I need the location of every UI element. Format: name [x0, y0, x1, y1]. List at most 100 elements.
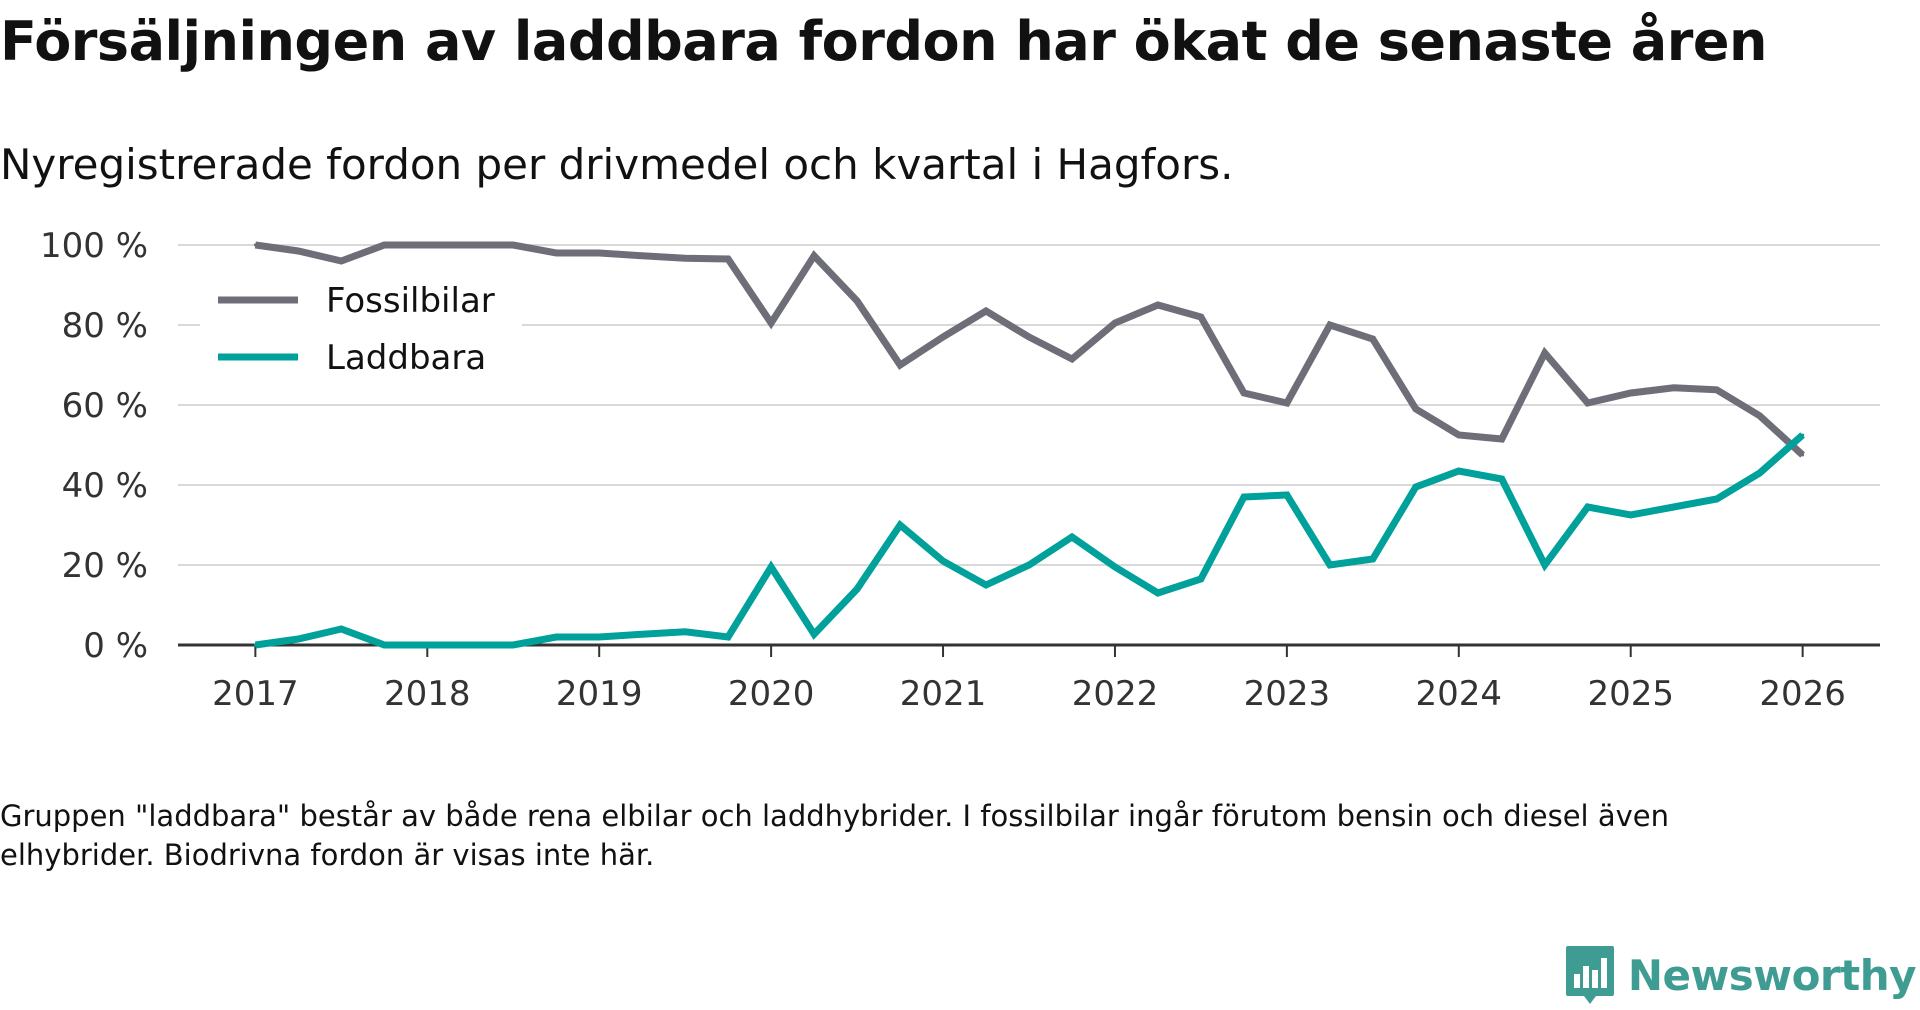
data-point-laddbara [597, 635, 601, 639]
data-point-fossilbilar [1113, 321, 1117, 325]
data-point-fossilbilar [1285, 401, 1289, 405]
logo-text: Newsworthy [1627, 950, 1917, 1000]
y-tick-label: 100 % [40, 226, 148, 266]
data-point-laddbara [1414, 485, 1418, 489]
data-point-laddbara [425, 643, 429, 647]
data-point-laddbara [296, 637, 300, 641]
data-point-laddbara [726, 635, 730, 639]
data-point-fossilbilar [382, 243, 386, 247]
data-point-laddbara [1586, 505, 1590, 509]
x-tick-label: 2025 [1587, 674, 1674, 714]
data-point-fossilbilar [1027, 335, 1031, 339]
data-point-laddbara [1672, 505, 1676, 509]
data-point-fossilbilar [468, 243, 472, 247]
data-point-fossilbilar [597, 251, 601, 255]
data-point-laddbara [511, 643, 515, 647]
data-point-laddbara [1113, 565, 1117, 569]
data-point-laddbara [1758, 471, 1762, 475]
data-point-fossilbilar [253, 243, 257, 247]
data-point-laddbara [1457, 469, 1461, 473]
data-point-laddbara [1328, 563, 1332, 567]
chart-footnote: Gruppen "laddbara" består av både rena e… [0, 799, 1669, 872]
data-point-laddbara [468, 643, 472, 647]
data-point-laddbara [253, 643, 257, 647]
data-point-fossilbilar [1801, 453, 1805, 457]
data-point-laddbara [1801, 433, 1805, 437]
x-tick-label: 2019 [556, 674, 643, 714]
data-point-fossilbilar [296, 249, 300, 253]
y-tick-label: 0 % [83, 626, 148, 666]
data-point-laddbara [1199, 577, 1203, 581]
data-point-fossilbilar [339, 259, 343, 263]
newsworthy-logo[interactable]: Newsworthy [1564, 940, 1917, 1010]
legend-background [200, 275, 522, 400]
legend: Fossilbilar Laddbara [200, 275, 522, 400]
legend-label-fossilbilar: Fossilbilar [326, 281, 495, 321]
data-point-fossilbilar [1758, 414, 1762, 418]
data-point-fossilbilar [984, 309, 988, 313]
data-point-laddbara [382, 643, 386, 647]
x-tick-label: 2022 [1072, 674, 1159, 714]
y-tick-label: 60 % [62, 386, 148, 426]
data-point-laddbara [1543, 563, 1547, 567]
data-point-laddbara [1371, 557, 1375, 561]
data-point-fossilbilar [1199, 315, 1203, 319]
data-point-laddbara [1629, 513, 1633, 517]
series-line-laddbara [254, 432, 1805, 649]
data-point-fossilbilar [812, 254, 816, 258]
y-tick-label: 40 % [62, 466, 148, 506]
newsworthy-bar-icon [1565, 946, 1614, 1004]
x-tick-label: 2023 [1244, 674, 1331, 714]
data-point-fossilbilar [1328, 323, 1332, 327]
data-point-fossilbilar [1586, 401, 1590, 405]
data-point-fossilbilar [554, 251, 558, 255]
y-tick-label: 80 % [62, 306, 148, 346]
data-point-laddbara [554, 635, 558, 639]
chart-subtitle: Nyregistrerade fordon per drivmedel och … [0, 140, 1234, 189]
data-point-fossilbilar [941, 335, 945, 339]
data-point-laddbara [1027, 563, 1031, 567]
data-point-fossilbilar [640, 254, 644, 258]
data-point-fossilbilar [1715, 388, 1719, 392]
data-point-fossilbilar [1457, 433, 1461, 437]
data-point-laddbara [941, 559, 945, 563]
data-point-laddbara [1715, 497, 1719, 501]
x-tick-label: 2021 [900, 674, 987, 714]
data-point-laddbara [855, 587, 859, 591]
data-point-fossilbilar [1543, 351, 1547, 355]
data-point-laddbara [1500, 477, 1504, 481]
y-axis-ticks: 0 % 20 % 40 % 60 % 80 % 100 % [40, 226, 148, 666]
data-point-fossilbilar [425, 243, 429, 247]
data-point-laddbara [812, 632, 816, 636]
data-point-laddbara [984, 583, 988, 587]
x-tick-label: 2024 [1416, 674, 1503, 714]
data-point-fossilbilar [1414, 407, 1418, 411]
x-axis-ticks: 2017 2018 2019 2020 2021 2022 2023 2024 2025 2026 [178, 643, 1880, 714]
y-tick-label: 20 % [62, 546, 148, 586]
data-point-fossilbilar [1629, 391, 1633, 395]
data-point-laddbara [1242, 495, 1246, 499]
data-point-fossilbilar [726, 257, 730, 261]
legend-label-laddbara: Laddbara [326, 338, 486, 378]
line-chart: 0 % 20 % 40 % 60 % 80 % 100 % 2017 2018 2019 202… [40, 226, 1880, 714]
data-point-fossilbilar [1500, 437, 1504, 441]
data-point-fossilbilar [1070, 357, 1074, 361]
data-point-laddbara [769, 565, 773, 569]
data-point-laddbara [1070, 535, 1074, 539]
data-point-fossilbilar [1242, 391, 1246, 395]
data-point-laddbara [683, 630, 687, 634]
chart-title: Försäljningen av laddbara fordon har öka… [0, 10, 1767, 73]
x-tick-label: 2020 [728, 674, 815, 714]
data-point-fossilbilar [898, 363, 902, 367]
x-tick-label: 2018 [384, 674, 471, 714]
x-tick-label: 2017 [212, 674, 299, 714]
data-point-laddbara [339, 627, 343, 631]
data-point-fossilbilar [769, 321, 773, 325]
x-tick-label: 2026 [1759, 674, 1846, 714]
data-point-fossilbilar [1672, 386, 1676, 390]
data-point-fossilbilar [511, 243, 515, 247]
data-point-fossilbilar [1371, 337, 1375, 341]
data-point-laddbara [640, 632, 644, 636]
data-point-fossilbilar [683, 256, 687, 260]
series-lines [253, 241, 1805, 649]
